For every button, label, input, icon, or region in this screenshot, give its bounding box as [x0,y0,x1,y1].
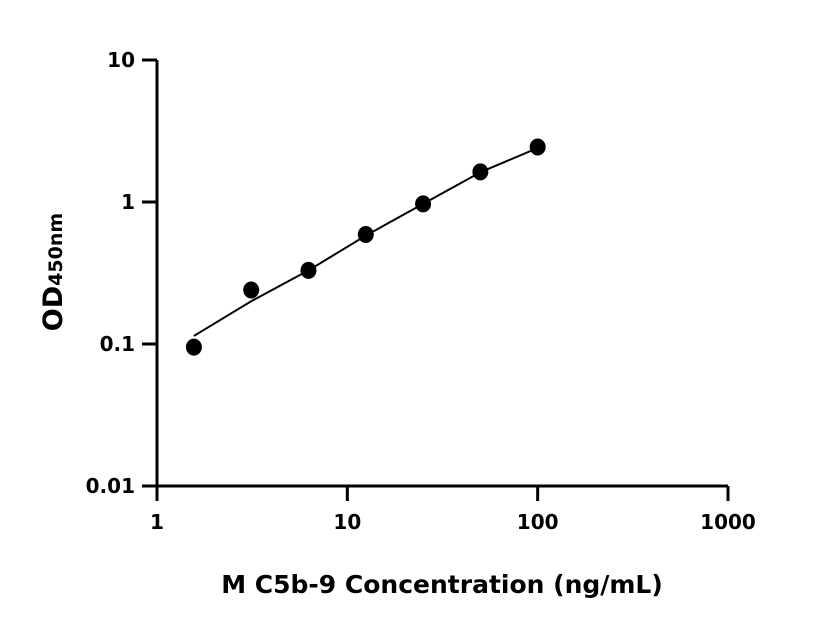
y-tick-label: 0.01 [86,474,135,498]
y-tick-label: 10 [107,48,135,72]
y-tick-label: 0.1 [100,332,135,356]
y-axis-label-sub: 450nm [45,213,67,286]
data-point [243,281,260,299]
x-tick-label: 100 [517,510,559,534]
x-tick-label: 1000 [700,510,756,534]
svg-text:OD450nm: OD450nm [38,213,69,331]
x-axis-label: M C5b-9 Concentration (ng/mL) [221,570,663,599]
y-axis-label-main: OD [38,286,69,331]
data-point [415,195,432,213]
data-point [529,138,546,156]
data-point [472,163,489,181]
y-tick-label: 1 [121,190,135,214]
data-point [300,261,317,279]
y-axis-label: OD450nm [38,213,69,331]
data-point [357,226,374,244]
x-tick-label: 10 [333,510,361,534]
x-tick-label: 1 [150,510,164,534]
data-point [185,338,202,356]
